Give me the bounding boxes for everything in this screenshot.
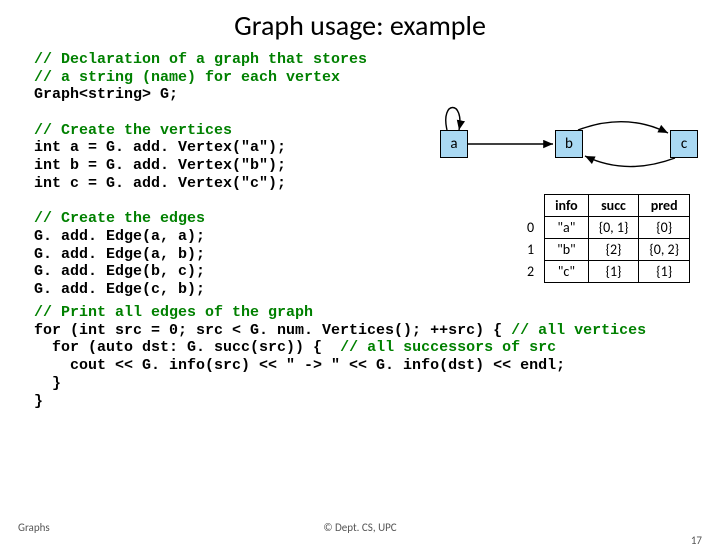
table-cell: {0, 1}	[588, 217, 639, 239]
code-line: int a = G. add. Vertex("a");	[34, 139, 286, 156]
table-cell: {1}	[588, 261, 639, 283]
comment: // all vertices	[511, 322, 646, 339]
table-header: pred	[639, 195, 690, 217]
table-cell: "c"	[545, 261, 589, 283]
code-line: int c = G. add. Vertex("c");	[34, 175, 286, 192]
graph-node-a: a	[440, 130, 468, 158]
code-line: }	[34, 393, 43, 410]
table-cell: {2}	[588, 239, 639, 261]
table-cell: "a"	[545, 217, 589, 239]
code-line: Graph<string> G;	[34, 86, 178, 103]
table-header: succ	[588, 195, 639, 217]
table-cell: {1}	[639, 261, 690, 283]
code-block-print: // Print all edges of the graph for (int…	[0, 304, 720, 410]
table-row: 0 "a" {0, 1} {0}	[517, 217, 690, 239]
comment: // a string (name) for each vertex	[34, 69, 340, 86]
code-line: G. add. Edge(c, b);	[34, 281, 205, 298]
table-cell: 0	[517, 217, 545, 239]
table-cell: {0}	[639, 217, 690, 239]
code-line: G. add. Edge(a, b);	[34, 246, 205, 263]
graph-node-b: b	[555, 130, 583, 158]
code-block-decl: // Declaration of a graph that stores //…	[0, 51, 720, 104]
comment: // all successors of src	[340, 339, 556, 356]
table-cell: 1	[517, 239, 545, 261]
code-line: }	[34, 375, 61, 392]
comment: // Print all edges of the graph	[34, 304, 313, 321]
footer-center: © Dept. CS, UPC	[0, 521, 720, 534]
code-line: cout << G. info(src) << " -> " << G. inf…	[34, 357, 565, 374]
table-cell: 2	[517, 261, 545, 283]
table-row: 1 "b" {2} {0, 2}	[517, 239, 690, 261]
graph-diagram: a b c	[400, 104, 700, 184]
footer-right: 17	[691, 534, 702, 547]
code-line: int b = G. add. Vertex("b");	[34, 157, 286, 174]
table-header: info	[545, 195, 589, 217]
adjacency-table: info succ pred 0 "a" {0, 1} {0} 1 "b" {2…	[517, 194, 690, 283]
code-line: G. add. Edge(b, c);	[34, 263, 205, 280]
table-cell: {0, 2}	[639, 239, 690, 261]
code-line: for (auto dst: G. succ(src)) {	[34, 339, 340, 356]
footer-left: Graphs	[18, 521, 50, 534]
graph-node-c: c	[670, 130, 698, 158]
comment: // Create the edges	[34, 210, 205, 227]
table-row: 2 "c" {1} {1}	[517, 261, 690, 283]
table-cell: "b"	[545, 239, 589, 261]
slide-title: Graph usage: example	[0, 0, 720, 51]
code-line: for (int src = 0; src < G. num. Vertices…	[34, 322, 511, 339]
comment: // Declaration of a graph that stores	[34, 51, 367, 68]
table-header	[517, 195, 545, 217]
footer: Graphs © Dept. CS, UPC 17	[0, 521, 720, 534]
table-header-row: info succ pred	[517, 195, 690, 217]
comment: // Create the vertices	[34, 122, 232, 139]
code-line: G. add. Edge(a, a);	[34, 228, 205, 245]
middle-region: // Create the vertices int a = G. add. V…	[0, 104, 720, 304]
code-block-vertices-edges: // Create the vertices int a = G. add. V…	[0, 104, 286, 299]
